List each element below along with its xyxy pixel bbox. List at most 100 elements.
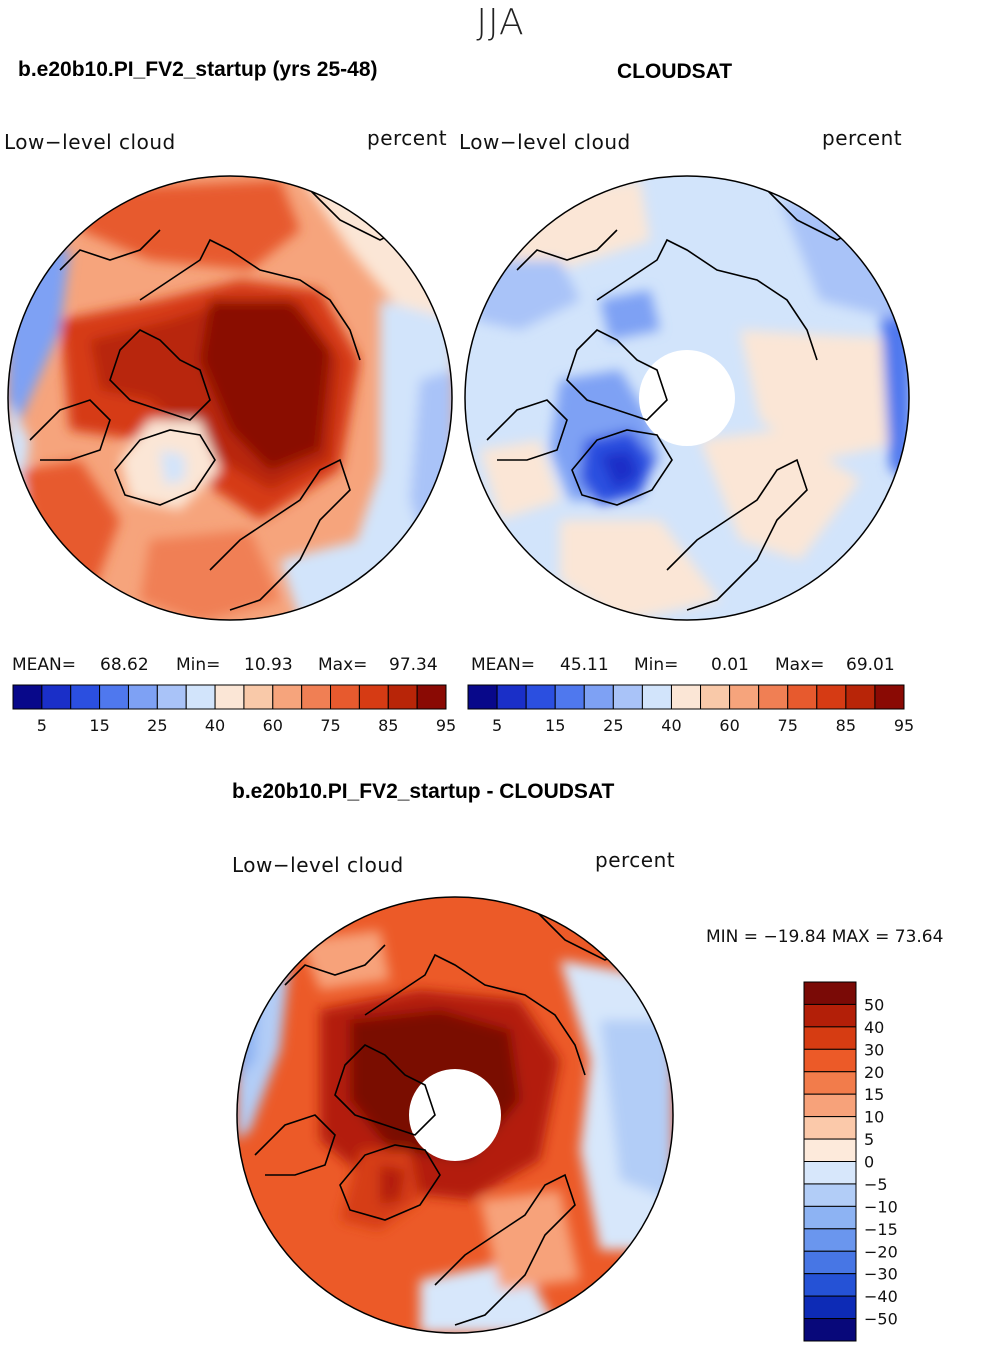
right-mean-value: 45.11 [560,655,609,675]
diff-colorbar-swatch [803,1048,857,1073]
left-colorbar-swatch [416,684,447,710]
left-colorbar-tick-label: 40 [205,716,225,735]
diff-colorbar-tick-label: −15 [864,1220,898,1239]
diff-units-label: percent [595,848,676,872]
diff-colorbar-tick-label: −10 [864,1197,898,1216]
right-colorbar-swatch [874,684,905,710]
right-colorbar-swatch [467,684,498,710]
right-colorbar-tick-label: 85 [836,716,856,735]
diff-colorbar-swatch [803,1250,857,1275]
right-min-label: Min= [634,655,679,675]
right-units-label: percent [822,126,903,150]
right-colorbar-swatch [729,684,760,710]
left-max-label: Max= [318,655,368,675]
left-panel-title: b.e20b10.PI_FV2_startup (yrs 25-48) [18,58,378,81]
right-colorbar-tick-label: 75 [778,716,798,735]
diff-colorbar-tick-label: −50 [864,1310,898,1329]
diff-colorbar-tick-label: 5 [864,1130,874,1149]
right-colorbar-swatch [496,684,527,710]
right-colorbar-swatch [787,684,818,710]
diff-colorbar-tick-label: 10 [864,1108,884,1127]
right-colorbar-swatch [554,684,585,710]
diff-colorbar-tick-label: 20 [864,1063,884,1082]
left-colorbar-tick-label: 15 [89,716,109,735]
diff-colorbar-swatch [803,1161,857,1185]
diff-colorbar-tick-label: −40 [864,1287,898,1306]
left-colorbar-tick-label: 25 [147,716,167,735]
left-min-value: 10.93 [244,655,293,675]
left-colorbar-swatch [387,684,418,710]
diff-colorbar-swatch [803,1116,857,1140]
diff-colorbar-tick-label: 0 [864,1153,874,1172]
right-mean-label: MEAN= [471,655,535,675]
right-colorbar-swatch [700,684,731,710]
left-colorbar-tick-label: 85 [378,716,398,735]
diff-colorbar-swatch [803,1138,857,1162]
left-colorbar-swatch [127,684,158,710]
right-colorbar-tick-label: 40 [661,716,681,735]
right-max-value: 69.01 [846,655,895,675]
left-min-label: Min= [176,655,221,675]
diff-colorbar-swatch [803,1205,857,1230]
left-max-value: 97.34 [389,655,438,675]
diff-colorbar-tick-label: 40 [864,1018,884,1037]
left-colorbar-tick-label: 60 [263,716,283,735]
left-colorbar-swatch [185,684,216,710]
left-colorbar-swatch [41,684,72,710]
right-colorbar-tick-label: 15 [545,716,565,735]
diff-colorbar-swatch [803,1295,857,1320]
diff-colorbar-swatch [803,1071,857,1095]
right-max-label: Max= [775,655,825,675]
diff-colorbar-tick-label: −5 [864,1175,888,1194]
right-colorbar-swatch [758,684,789,710]
diff-colorbar-swatch [803,981,857,1005]
left-colorbar: 5 15 25 40 60 75 85 95 [12,684,456,735]
right-panel-title: CLOUDSAT [617,60,733,83]
diff-variable-label: Low−level cloud [232,853,404,877]
right-colorbar-swatch [641,684,672,710]
left-colorbar-swatch [272,684,303,710]
right-min-value: 0.01 [711,655,749,675]
right-colorbar-tick-label: 95 [894,716,914,735]
left-units-label: percent [367,126,448,150]
right-map [465,176,909,620]
right-colorbar-swatch [525,684,556,710]
right-variable-label: Low−level cloud [459,130,631,154]
diff-map [237,897,673,1333]
left-colorbar-swatch [70,684,101,710]
right-colorbar-swatch [583,684,614,710]
right-colorbar-tick-label: 60 [719,716,739,735]
left-colorbar-swatch [156,684,187,710]
left-colorbar-swatch [301,684,332,710]
left-colorbar-swatch [99,684,129,710]
season-title: JJA [476,2,525,43]
right-colorbar-tick-label: 5 [492,716,502,735]
left-colorbar-tick-label: 5 [37,716,47,735]
diff-panel-title: b.e20b10.PI_FV2_startup - CLOUDSAT [232,780,615,803]
diff-colorbar-swatch [803,1093,857,1118]
right-colorbar-swatch [845,684,876,710]
diff-minmax: MIN = −19.84 MAX = 73.64 [706,927,944,947]
left-map [8,176,452,620]
left-colorbar-swatch [330,684,360,710]
diff-colorbar-swatch [803,1003,857,1028]
diff-colorbar-tick-label: 15 [864,1085,884,1104]
diff-colorbar-swatch [803,1318,857,1342]
left-colorbar-swatch [12,684,43,710]
left-colorbar-tick-label: 75 [320,716,340,735]
left-colorbar-swatch [243,684,274,710]
diff-colorbar-tick-label: −20 [864,1242,898,1261]
diff-colorbar-tick-label: −30 [864,1265,898,1284]
right-colorbar-swatch [612,684,643,710]
left-variable-label: Low−level cloud [4,130,176,154]
left-colorbar-swatch [358,684,389,710]
right-colorbar-swatch [816,684,847,710]
diff-colorbar-swatch [803,1228,857,1252]
diff-colorbar-swatch [803,1183,857,1207]
left-mean-value: 68.62 [100,655,149,675]
diff-colorbar-swatch [803,1273,857,1297]
left-mean-label: MEAN= [12,655,76,675]
